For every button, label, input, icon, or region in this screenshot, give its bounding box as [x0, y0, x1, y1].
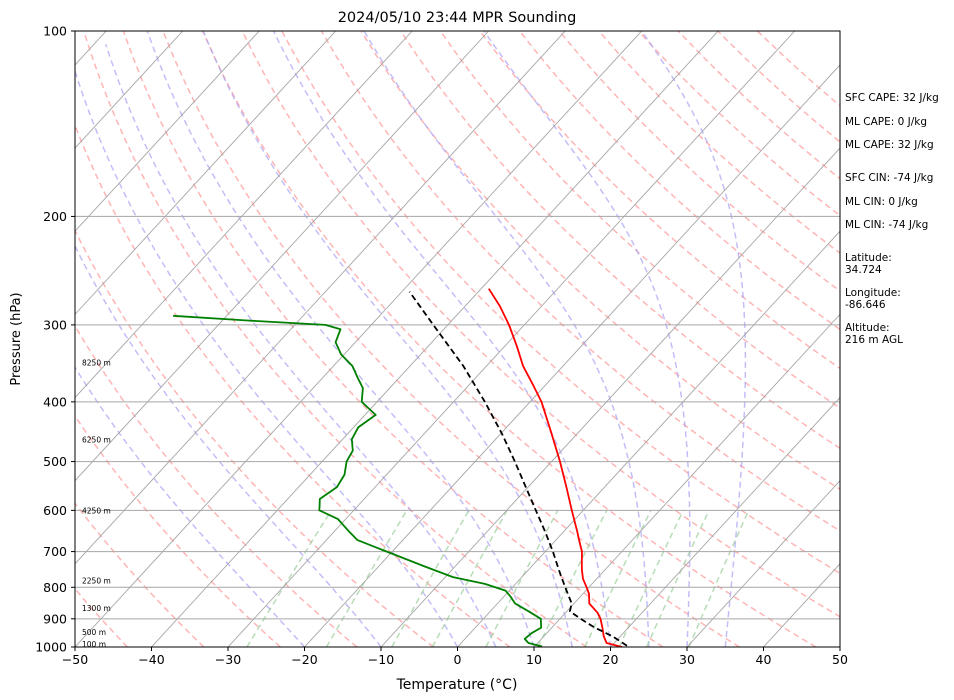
x-tick-label: 0 [454, 652, 462, 667]
sfc-cin-text: SFC CIN: -74 J/kg [845, 172, 934, 184]
ml-cape-text: ML CAPE: 0 J/kg [845, 116, 928, 128]
moist-adiabat [202, 31, 574, 647]
isotherm-line [457, 230, 840, 647]
latitude-label: Latitude: [845, 252, 892, 264]
moist-adiabat [483, 31, 691, 647]
height-label: 1300 m [82, 604, 111, 613]
isotherm-line [75, 31, 413, 399]
moist-adiabat [640, 31, 747, 647]
y-tick-label: 700 [43, 544, 67, 559]
x-tick-label: −10 [368, 652, 394, 667]
parcel-line [408, 291, 628, 647]
mixing-ratio-line [431, 509, 508, 647]
dry-adiabat [75, 502, 205, 647]
isotherm-line [686, 480, 840, 647]
x-tick-label: −30 [215, 652, 241, 667]
dry-adiabat [82, 31, 587, 647]
isotherm-line [75, 31, 490, 482]
isotherm-line [380, 147, 840, 647]
dry-adiabat [558, 31, 840, 292]
isotherm-line [75, 31, 260, 232]
height-labels: 100 m 500 m 1300 m 2250 m 4250 m 6250 m 8250 m [82, 358, 111, 648]
chart-title: 2024/05/10 23:44 MPR Sounding [338, 10, 577, 26]
isotherm-line [304, 64, 840, 647]
dry-adiabat [439, 31, 840, 409]
y-tick-label: 400 [43, 394, 67, 409]
mixing-ratio-line [391, 509, 470, 647]
y-tick-label: 100 [43, 24, 67, 39]
dry-adiabat [122, 31, 664, 647]
isotherm-line [533, 313, 840, 647]
dry-adiabat [75, 324, 358, 647]
x-tick-label: 20 [603, 652, 619, 667]
moist-adiabat [75, 68, 459, 647]
y-axis: 100 200 300 400 500 600 700 800 900 1000 [35, 24, 75, 655]
isotherm-line [75, 31, 184, 149]
moist-adiabat [104, 43, 497, 647]
ml-cin-text: ML CIN: 0 J/kg [845, 196, 918, 208]
x-tick-label: −20 [291, 652, 317, 667]
mixing-ratio-line [485, 509, 559, 647]
x-tick-label: 10 [526, 652, 542, 667]
height-label: 500 m [82, 628, 106, 637]
isotherm-line [75, 31, 643, 647]
dry-adiabat [201, 31, 817, 647]
moist-adiabat [75, 244, 382, 647]
y-tick-label: 500 [43, 454, 67, 469]
ml-cin-text-2: ML CIN: -74 J/kg [845, 219, 929, 231]
height-label: 2250 m [82, 577, 111, 586]
isotherm-line [75, 31, 337, 316]
x-tick-label: −50 [62, 652, 88, 667]
x-tick-label: 30 [679, 652, 695, 667]
x-axis-label: Temperature (°C) [396, 677, 518, 693]
height-label: 100 m [82, 640, 106, 649]
height-label: 6250 m [82, 435, 111, 444]
x-tick-label: 40 [756, 652, 772, 667]
y-tick-label: 200 [43, 209, 67, 224]
height-label: 8250 m [82, 358, 111, 367]
sfc-cape-text: SFC CAPE: 32 J/kg [845, 92, 939, 104]
y-tick-label: 300 [43, 317, 67, 332]
x-axis: −50 −40 −30 −20 −10 0 10 20 30 40 50 [62, 647, 848, 667]
dry-adiabat [320, 31, 840, 532]
moist-adiabat [363, 31, 650, 647]
y-tick-label: 800 [43, 580, 67, 595]
dry-adiabat [75, 414, 281, 647]
isotherm-line [610, 396, 840, 647]
dry-adiabat [75, 123, 511, 647]
altitude-value: 216 m AGL [845, 334, 903, 346]
moist-adiabat [75, 365, 306, 647]
isotherm-line [151, 31, 719, 647]
temperature-line [488, 288, 623, 647]
data-series [173, 288, 628, 647]
mixing-ratio-line [325, 509, 408, 647]
dry-adiabat [281, 31, 840, 575]
height-label: 4250 m [82, 506, 111, 515]
y-axis-label: Pressure (hPa) [9, 292, 24, 385]
y-tick-label: 600 [43, 503, 67, 518]
y-tick-label: 900 [43, 611, 67, 626]
dry-adiabat [360, 31, 840, 491]
ml-cape-text-2: ML CAPE: 32 J/kg [845, 139, 934, 151]
dewpoint-line [173, 314, 543, 647]
isotherm-line [227, 31, 796, 647]
moist-adiabat [272, 31, 612, 647]
x-tick-label: −40 [138, 652, 164, 667]
y-tick-label: 1000 [35, 640, 67, 655]
mixing-ratio-line [537, 509, 608, 647]
dry-adiabat [241, 31, 840, 618]
longitude-label: Longitude: [845, 287, 901, 299]
dry-adiabat [75, 228, 434, 647]
latitude-value: 34.724 [845, 264, 882, 276]
x-tick-label: 50 [832, 652, 848, 667]
altitude-label: Altitude: [845, 322, 890, 334]
thermo-background [75, 31, 840, 647]
longitude-value: -86.646 [845, 299, 886, 311]
mixing-ratio-line [584, 509, 652, 647]
dry-adiabat [400, 31, 840, 450]
dry-adiabat [162, 31, 740, 647]
isotherm-line [75, 31, 566, 565]
